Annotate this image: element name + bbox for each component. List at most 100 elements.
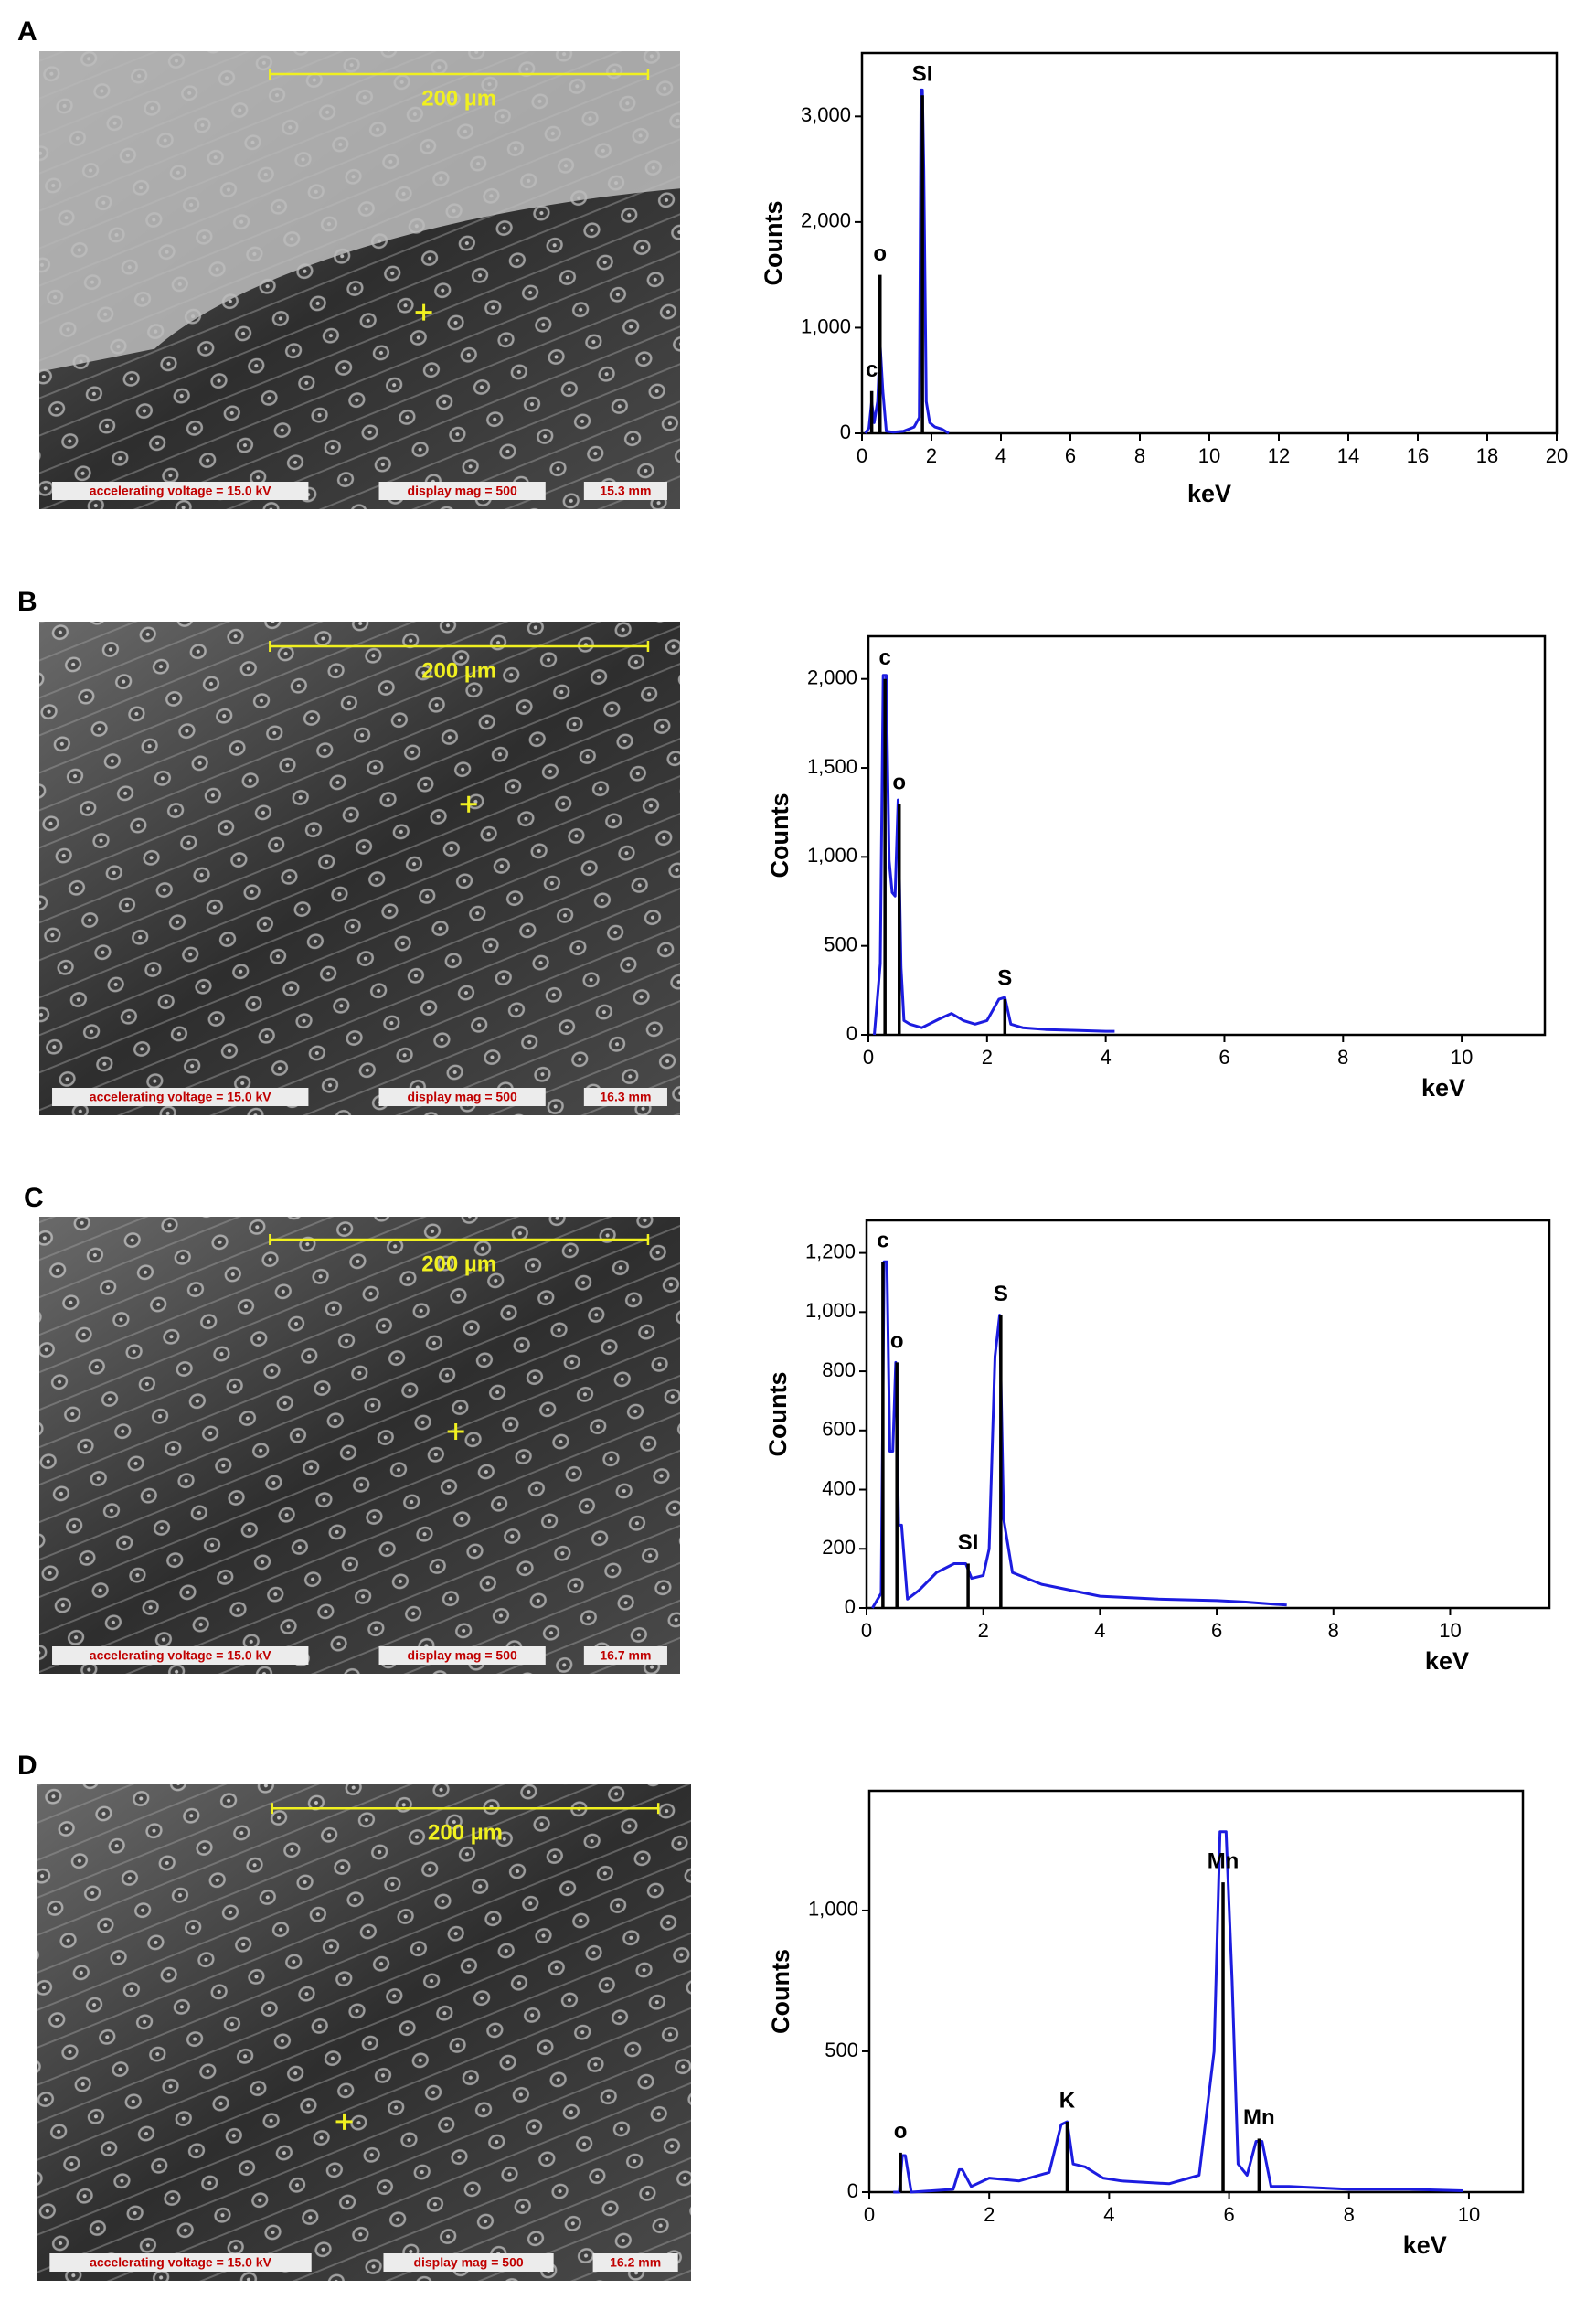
x-tick-label: 12: [1268, 444, 1290, 467]
element-label: SI: [912, 62, 933, 87]
y-tick-label: 0: [846, 1022, 857, 1045]
plot-frame: [867, 634, 1547, 1037]
element-label: c: [877, 1229, 888, 1253]
scale-bar-label: 200 µm: [421, 86, 496, 111]
panel-label: D: [17, 1751, 37, 1781]
y-tick-label: 3,000: [801, 103, 851, 126]
x-axis-label: keV: [1187, 480, 1231, 507]
x-tick-label: 6: [1211, 1619, 1222, 1642]
eds-chart: 0 2 4 6 8 10 12 14 16 18 20 0 1,000 2,000 3,000 keV Coun…: [760, 51, 1568, 507]
info-text: accelerating voltage = 15.0 kV: [90, 484, 271, 498]
sem-image: 200 µm accelerating voltage = 15.0 kV disp…: [39, 622, 680, 1115]
x-axis-label: keV: [1421, 1074, 1465, 1102]
x-tick-label: 16: [1407, 444, 1429, 467]
element-label: S: [994, 1282, 1008, 1306]
plot-frame: [867, 1789, 1525, 2194]
x-tick-label: 8: [1344, 2203, 1355, 2226]
info-text: 16.3 mm: [600, 1090, 651, 1104]
info-box: [378, 1646, 546, 1665]
panel-label: C: [24, 1183, 44, 1213]
x-tick-label: 2: [984, 2203, 995, 2226]
y-tick-label: 0: [840, 421, 851, 443]
y-tick-label: 0: [845, 1595, 856, 1618]
x-tick-label: 8: [1328, 1619, 1339, 1642]
element-label: o: [873, 241, 887, 266]
info-box: [52, 482, 309, 500]
info-box: [583, 1088, 667, 1106]
x-axis-label: keV: [1403, 2231, 1447, 2259]
y-axis-label: Counts: [760, 201, 787, 286]
y-tick-label: 200: [822, 1536, 856, 1559]
eds-chart: 0 2 4 6 8 10 0 500 1,000 keV Counts o K Mn Mn: [767, 1789, 1525, 2259]
y-tick-label: 600: [822, 1418, 856, 1441]
crosshair: [447, 1423, 464, 1440]
y-tick-label: 1,000: [805, 1299, 856, 1322]
element-label: Mn: [1208, 1848, 1240, 1873]
sem-debris: [39, 51, 680, 372]
x-tick-label: 18: [1476, 444, 1498, 467]
y-tick-label: 1,000: [808, 1898, 858, 1921]
plot-frame: [865, 1219, 1551, 1610]
info-text: accelerating voltage = 15.0 kV: [90, 1648, 271, 1663]
info-box: [592, 2253, 678, 2272]
info-text: display mag = 500: [408, 1090, 517, 1104]
info-text: 16.2 mm: [610, 2255, 661, 2270]
y-axis-label: Counts: [764, 1372, 792, 1457]
scale-bar-label: 200 µm: [428, 1821, 503, 1846]
info-text: 15.3 mm: [600, 484, 651, 498]
info-text: accelerating voltage = 15.0 kV: [90, 2255, 271, 2270]
y-axis-label: Counts: [767, 1949, 794, 2034]
x-tick-label: 0: [863, 1046, 874, 1069]
scale-bar-label: 200 µm: [421, 658, 496, 683]
crosshair: [335, 2113, 353, 2130]
x-tick-label: 14: [1337, 444, 1359, 467]
sem-texture: [39, 622, 680, 1115]
x-tick-label: 4: [1094, 1619, 1105, 1642]
eds-chart: 0 2 4 6 8 10 0 500 1,000 1,500 2,000 keV Counts c o S: [766, 634, 1547, 1102]
x-tick-label: 0: [861, 1619, 872, 1642]
x-tick-label: 2: [982, 1046, 993, 1069]
info-box: [583, 1646, 667, 1665]
panel-label: B: [17, 587, 37, 617]
sem-image: 200 µm accelerating voltage = 15.0 kV disp…: [37, 1784, 691, 2281]
element-label: c: [866, 357, 878, 382]
sem-image: 200 µm accelerating voltage = 15.0 kV disp…: [39, 1217, 680, 1674]
spectrum-line: [871, 1260, 1287, 1609]
scale-bar-label: 200 µm: [421, 1251, 496, 1276]
y-tick-label: 1,000: [801, 314, 851, 337]
spectrum-line: [864, 88, 950, 435]
x-tick-label: 10: [1458, 2203, 1480, 2226]
sem-texture: [37, 1784, 691, 2281]
y-tick-label: 1,500: [807, 755, 857, 778]
info-text: 16.7 mm: [600, 1648, 651, 1663]
x-tick-label: 10: [1198, 444, 1220, 467]
x-tick-label: 0: [864, 2203, 875, 2226]
info-box: [49, 2253, 312, 2272]
x-tick-label: 8: [1337, 1046, 1348, 1069]
y-axis-label: Counts: [766, 793, 793, 878]
x-tick-label: 6: [1218, 1046, 1229, 1069]
element-label: o: [892, 770, 906, 794]
x-tick-label: 20: [1546, 444, 1568, 467]
element-label: S: [997, 965, 1012, 990]
element-label: Mn: [1243, 2105, 1275, 2130]
panel-label: A: [17, 16, 37, 47]
y-tick-label: 2,000: [807, 666, 857, 689]
info-box: [378, 482, 546, 500]
x-tick-label: 4: [995, 444, 1006, 467]
x-tick-label: 2: [978, 1619, 989, 1642]
x-tick-label: 6: [1065, 444, 1076, 467]
info-text: accelerating voltage = 15.0 kV: [90, 1090, 271, 1104]
element-label: SI: [958, 1530, 979, 1555]
x-tick-label: 6: [1223, 2203, 1234, 2226]
element-label: o: [890, 1329, 904, 1354]
info-box: [52, 1646, 309, 1665]
y-tick-label: 500: [824, 932, 857, 955]
x-tick-label: 2: [926, 444, 937, 467]
x-tick-label: 4: [1101, 1046, 1112, 1069]
y-tick-label: 500: [825, 2039, 858, 2061]
eds-chart: 0 2 4 6 8 10 0 200 400 600 800 1,000 1,200 keV Counts c…: [764, 1219, 1551, 1675]
info-text: display mag = 500: [408, 484, 517, 498]
info-text: display mag = 500: [408, 1648, 517, 1663]
